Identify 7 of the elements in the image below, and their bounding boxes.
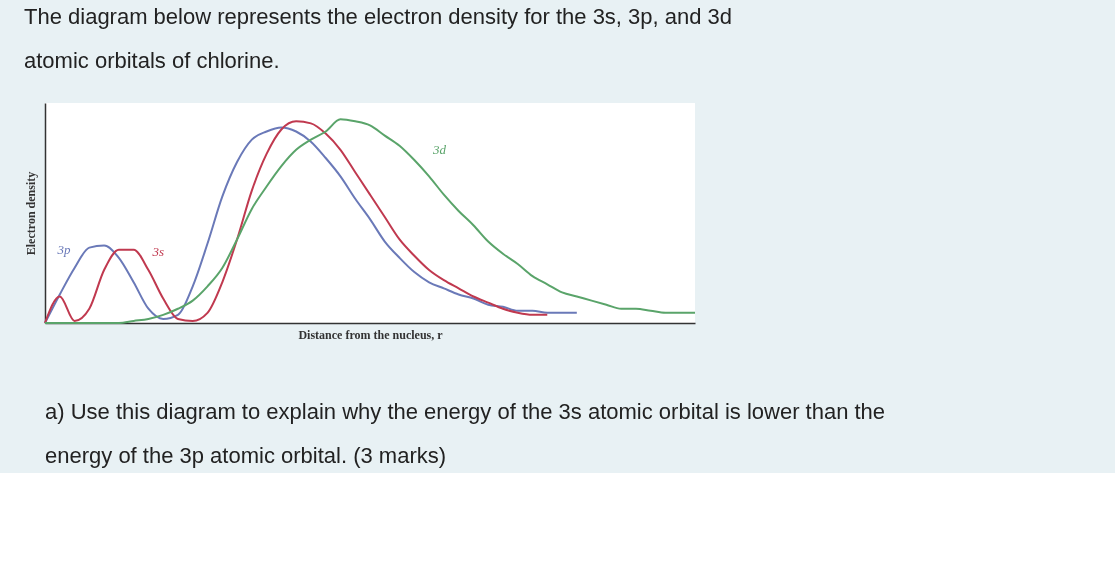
series-label: 3d xyxy=(432,141,447,157)
y-axis-title: Electron density xyxy=(23,171,38,256)
series-label: 3s xyxy=(151,243,164,259)
chart-title: The diagram below represents the electron density for the 3s, 3p, and 3d atomic orbitals of chlorine. xyxy=(24,4,733,73)
text: a) Use this diagram to explain why the energy of the 3s atomic orbital is lower than the energy of the 3p atomic orbital. (3 marks) xyxy=(45,399,886,468)
series-label: 3p xyxy=(56,241,72,257)
x-axis-title: Distance from the nucleus, r xyxy=(298,327,444,342)
